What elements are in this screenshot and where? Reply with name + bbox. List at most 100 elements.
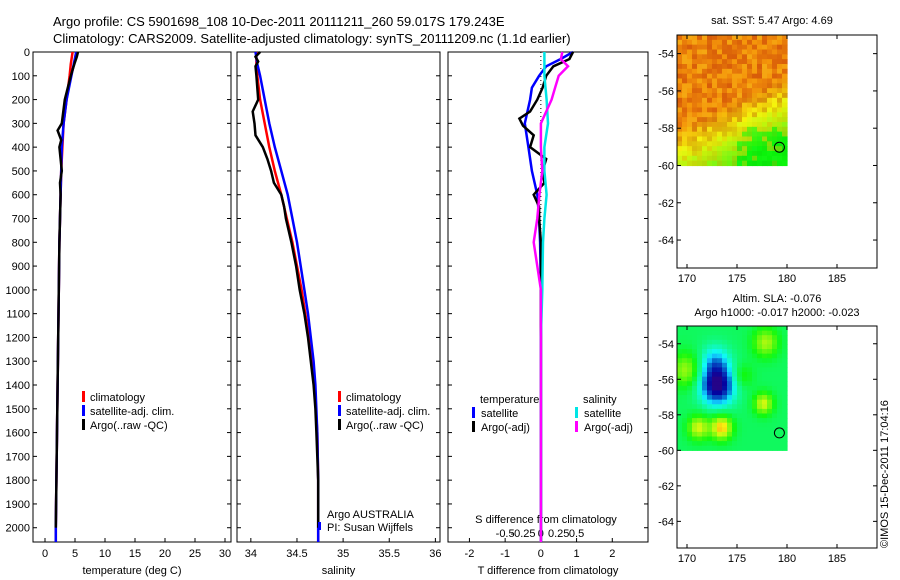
heatmap-cell <box>777 436 783 442</box>
heatmap-cell <box>722 44 728 51</box>
x-tick-label: 35.5 <box>379 548 400 560</box>
x2-axis-label: S difference from climatology <box>475 514 617 526</box>
heatmap-cell <box>737 150 743 157</box>
heatmap-cell <box>707 121 713 128</box>
heatmap-cell <box>727 385 733 392</box>
heatmap-cell <box>742 344 748 350</box>
heatmap-cell <box>732 326 738 332</box>
heatmap-cell <box>692 381 698 387</box>
heatmap-cell <box>747 117 753 123</box>
heatmap-cell <box>757 408 763 415</box>
heatmap-cell <box>732 68 738 75</box>
heatmap-cell <box>717 390 723 396</box>
series-line <box>517 51 575 542</box>
heatmap-cell <box>697 376 703 382</box>
x-tick-label: 10 <box>99 548 111 560</box>
heatmap-cell <box>682 381 688 387</box>
heatmap-cell <box>697 349 703 355</box>
heatmap-cell <box>777 326 783 332</box>
heatmap-cell <box>697 126 703 133</box>
heatmap-cell <box>692 330 698 336</box>
heatmap-cell <box>707 131 713 138</box>
map-frame-sla_map <box>676 325 878 549</box>
heatmap-cell <box>777 112 783 118</box>
heatmap-cell <box>782 427 788 433</box>
heatmap-cell <box>727 83 733 89</box>
heatmap-cell <box>697 112 703 118</box>
heatmap-cell <box>782 385 788 392</box>
heatmap-cell <box>737 381 743 387</box>
heatmap-cell <box>757 146 763 152</box>
heatmap-cell <box>682 73 688 80</box>
heatmap-cell <box>767 150 773 157</box>
heatmap-cell <box>697 431 703 438</box>
heatmap-cell <box>702 59 708 65</box>
heatmap-cell <box>722 427 728 433</box>
heatmap-cell <box>717 146 723 152</box>
heatmap-cell <box>742 112 748 118</box>
heatmap-cell <box>767 126 773 133</box>
heatmap-cell <box>707 97 713 104</box>
x-tick-label: -1 <box>500 548 510 560</box>
heatmap-cell <box>742 349 748 355</box>
heatmap-cell <box>762 155 768 162</box>
heatmap-cell <box>747 436 753 442</box>
heatmap-cell <box>682 349 688 355</box>
heatmap-cell <box>707 150 713 157</box>
map-y-tick-label: -56 <box>658 86 674 98</box>
heatmap-cell <box>737 44 743 51</box>
heatmap-cell <box>737 78 743 84</box>
heatmap-cell <box>732 408 738 415</box>
heatmap-cell <box>677 418 683 424</box>
heatmap-cell <box>682 64 688 70</box>
x-tick-label: 36 <box>429 548 441 560</box>
map-y-tick-label: -62 <box>658 198 674 210</box>
heatmap-cell <box>687 441 693 447</box>
x-axis-label: temperature (deg C) <box>82 565 181 577</box>
heatmap-cell <box>772 381 778 387</box>
heatmap-cell <box>722 358 728 364</box>
heatmap-cell <box>687 88 693 94</box>
depth-tick-label: 400 <box>12 142 30 154</box>
heatmap-cell <box>727 78 733 84</box>
heatmap-cell <box>777 349 783 355</box>
heatmap-cell <box>697 358 703 364</box>
heatmap-cell <box>742 39 748 46</box>
heatmap-cell <box>732 431 738 438</box>
heatmap-cell <box>712 431 718 438</box>
heatmap-cell <box>722 68 728 75</box>
heatmap-cell <box>722 73 728 80</box>
heatmap-cell <box>732 73 738 80</box>
heatmap-cell <box>782 102 788 109</box>
heatmap-cell <box>752 155 758 162</box>
heatmap-cell <box>702 436 708 442</box>
heatmap-cell <box>767 353 773 359</box>
depth-tick-label: 1200 <box>6 332 30 344</box>
heatmap-cell <box>717 83 723 89</box>
heatmap-cell <box>712 83 718 89</box>
heatmap-cell <box>742 376 748 382</box>
heatmap-cell <box>687 376 693 382</box>
heatmap-cell <box>762 92 768 99</box>
heatmap-cell <box>772 376 778 382</box>
heatmap-cell <box>692 136 698 142</box>
heatmap-cell <box>782 73 788 80</box>
sst-map-title: sat. SST: 5.47 Argo: 4.69 <box>711 15 833 27</box>
heatmap-cell <box>717 358 723 364</box>
heatmap-cell <box>707 404 713 410</box>
heatmap-cell <box>767 399 773 405</box>
heatmap-cell <box>697 395 703 401</box>
heatmap-cell <box>677 102 683 109</box>
heatmap-cell <box>717 141 723 147</box>
heatmap-cell <box>782 150 788 157</box>
heatmap-cell <box>677 155 683 162</box>
heatmap-cell <box>762 150 768 157</box>
heatmap-cell <box>712 35 718 41</box>
heatmap-cell <box>677 422 683 428</box>
x-tick-label: 1 <box>574 548 580 560</box>
heatmap-cell <box>782 54 788 60</box>
heatmap-cell <box>722 131 728 138</box>
heatmap-cell <box>687 155 693 162</box>
heatmap-cell <box>702 339 708 346</box>
heatmap-cell <box>727 413 733 419</box>
